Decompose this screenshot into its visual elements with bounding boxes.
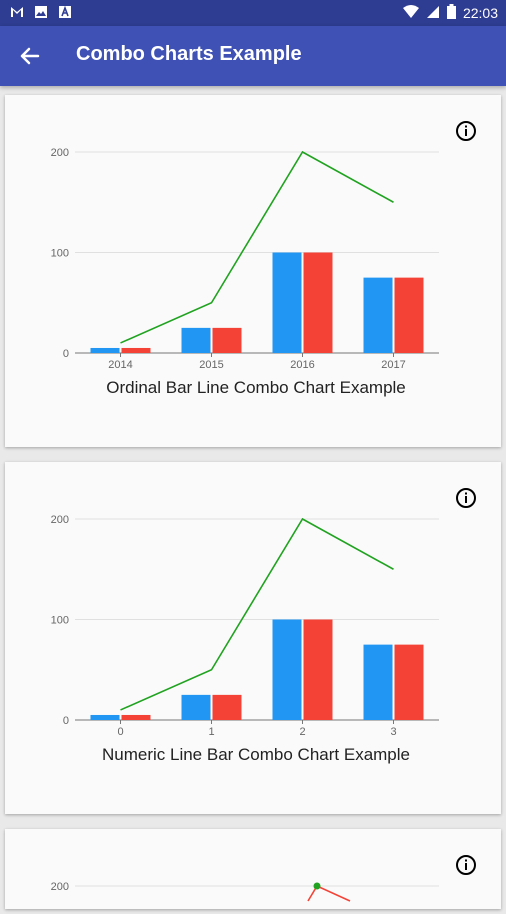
gmail-icon — [10, 5, 24, 19]
y-tick-label: 200 — [51, 514, 69, 526]
bar — [90, 714, 120, 720]
info-icon[interactable] — [455, 854, 477, 881]
arrow-back-icon[interactable] — [14, 40, 46, 72]
y-tick-label: 100 — [51, 615, 69, 627]
chart-card-third: 200 — [5, 829, 501, 909]
bar — [181, 694, 211, 720]
x-tick-label: 2014 — [108, 359, 132, 371]
combo-chart-numeric: 0 100 200 0 1 2 3 Numeric Line Bar Combo Chart … — [51, 514, 439, 764]
y-tick-label: 100 — [51, 248, 69, 260]
bar — [363, 277, 393, 353]
status-bar: 22:03 — [0, 0, 506, 26]
signal-icon — [426, 5, 440, 22]
battery-icon — [446, 4, 456, 22]
bar — [90, 347, 120, 353]
bar — [394, 277, 424, 353]
bar — [121, 347, 151, 353]
chart-card-numeric: 0 100 200 0 1 2 3 Numeric Line Bar Combo Chart … — [5, 462, 501, 814]
bar — [303, 619, 333, 720]
combo-chart-ordinal: 0 100 200 2014 2015 2016 2017 Ordinal Bar Line … — [51, 147, 439, 397]
y-tick-label: 200 — [51, 881, 69, 893]
clock: 22:03 — [462, 5, 498, 21]
text-icon — [58, 5, 72, 19]
image-icon — [34, 5, 48, 19]
x-tick-label: 2017 — [381, 359, 405, 371]
bar — [303, 252, 333, 353]
x-tick-label: 2016 — [290, 359, 314, 371]
bar — [212, 327, 242, 353]
notification-icons — [10, 5, 72, 19]
y-tick-label: 0 — [63, 715, 69, 727]
combo-chart-partial: 200 — [51, 881, 439, 902]
bar — [394, 644, 424, 720]
point — [313, 882, 321, 890]
page-title: Combo Charts Example — [76, 43, 302, 65]
info-icon[interactable] — [455, 487, 477, 514]
bar — [272, 252, 302, 353]
chart-caption: Ordinal Bar Line Combo Chart Example — [106, 378, 406, 397]
x-tick-label: 2 — [299, 726, 305, 738]
bar — [121, 714, 151, 720]
system-status: 22:03 — [402, 4, 498, 22]
line-series — [316, 885, 351, 902]
x-tick-label: 1 — [208, 726, 214, 738]
bar — [272, 619, 302, 720]
app-bar: Combo Charts Example — [0, 26, 506, 86]
info-icon[interactable] — [455, 120, 477, 147]
x-tick-label: 2015 — [199, 359, 223, 371]
y-tick-label: 0 — [63, 348, 69, 360]
x-tick-label: 3 — [390, 726, 396, 738]
chart-card-ordinal: 0 100 200 2014 2015 2016 2017 Ordinal Bar Line … — [5, 95, 501, 447]
y-tick-label: 200 — [51, 147, 69, 159]
wifi-icon — [402, 4, 419, 22]
chart-caption: Numeric Line Bar Combo Chart Example — [102, 745, 410, 764]
line-series — [120, 517, 394, 711]
bar — [363, 644, 393, 720]
bar — [181, 327, 211, 353]
x-tick-label: 0 — [117, 726, 123, 738]
bar — [212, 694, 242, 720]
line-series — [120, 150, 394, 344]
